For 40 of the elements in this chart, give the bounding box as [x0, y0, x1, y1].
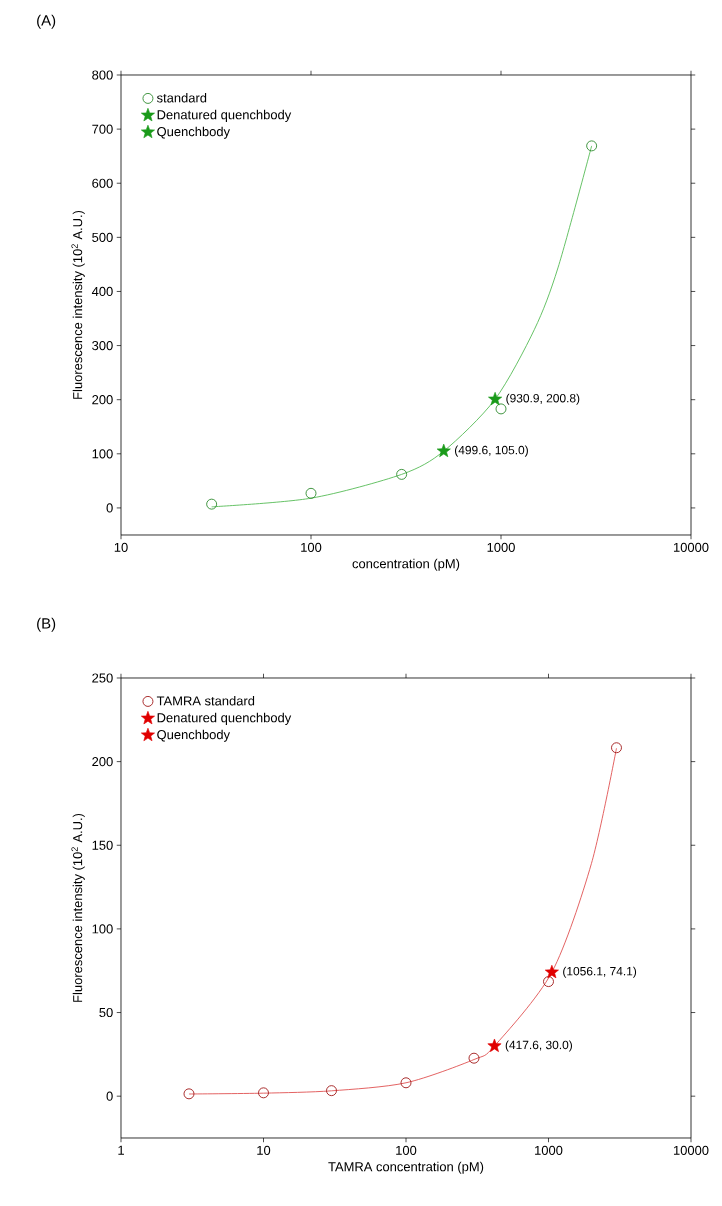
y-tick-label: 250	[92, 673, 113, 683]
y-tick-label: 600	[92, 178, 113, 188]
y-axis-title: Fluorescence intensity (10$^{2}$ A.U.)	[71, 813, 85, 1002]
x-axis-title: TAMRA concentration (pM)	[328, 1161, 484, 1174]
y-tick-label: 800	[92, 70, 113, 80]
x-tick-label: 10	[114, 542, 128, 552]
y-tick-label: 50	[99, 1007, 113, 1018]
y-tick-label: 700	[92, 124, 113, 134]
x-tick-label: 10000	[673, 1145, 709, 1155]
legend-label: TAMRA standard	[156, 695, 255, 706]
legend-label: standard	[156, 92, 207, 103]
y-axis-title: Fluorescence intensity (10$^{2}$ A.U.)	[71, 210, 85, 399]
chart-title: (B)	[37, 617, 56, 632]
x-axis-title: concentration (pM)	[352, 558, 460, 571]
x-tick-label: 1000	[535, 1145, 563, 1155]
legend-label: Quenchbody	[157, 126, 231, 139]
y-tick-label: 100	[92, 924, 113, 934]
annotation: (499.6, 105.0)	[455, 445, 528, 457]
y-tick-label: 500	[92, 232, 113, 242]
x-tick-label: 1000	[487, 542, 515, 552]
y-tick-label: 100	[92, 449, 113, 459]
y-tick-label: 200	[92, 395, 113, 405]
y-tick-label: 200	[92, 757, 113, 767]
x-tick-label: 10	[257, 1145, 271, 1155]
x-tick-label: 100	[396, 1145, 417, 1155]
y-tick-label: 150	[92, 840, 113, 850]
legend-label: Denatured quenchbody	[157, 109, 292, 122]
x-tick-label: 100	[301, 542, 322, 552]
x-tick-label: 1	[118, 1145, 124, 1155]
annotation: (930.9, 200.8)	[506, 393, 580, 405]
legend-label: Quenchbody	[157, 729, 231, 742]
x-tick-label: 10000	[673, 542, 709, 552]
y-tick-label: 400	[91, 286, 113, 297]
y-tick-label: 300	[92, 340, 113, 351]
annotation: (1056.1, 74.1)	[563, 966, 637, 978]
y-tick-label: 0	[106, 503, 113, 513]
y-tick-label: 0	[106, 1091, 113, 1101]
legend-label: Denatured quenchbody	[157, 712, 292, 725]
annotation: (417.6, 30.0)	[505, 1040, 572, 1052]
chart-title: (A)	[37, 14, 56, 29]
